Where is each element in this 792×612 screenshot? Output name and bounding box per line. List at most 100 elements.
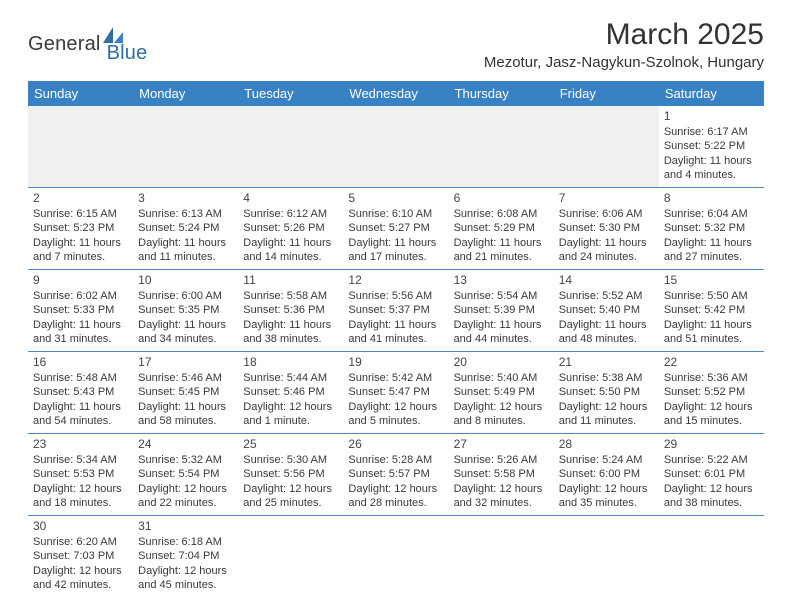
cell-daylight2: and 7 minutes. — [33, 250, 128, 264]
cell-daylight2: and 35 minutes. — [559, 496, 654, 510]
logo: General Blue — [28, 24, 147, 65]
cell-sunrise: Sunrise: 5:52 AM — [559, 289, 654, 303]
cell-daylight1: Daylight: 12 hours — [454, 400, 549, 414]
day-number: 31 — [138, 519, 233, 534]
cell-sunset: Sunset: 5:36 PM — [243, 303, 338, 317]
calendar-cell: 28Sunrise: 5:24 AMSunset: 6:00 PMDayligh… — [554, 434, 659, 516]
calendar-cell: 3Sunrise: 6:13 AMSunset: 5:24 PMDaylight… — [133, 188, 238, 270]
day-number: 26 — [348, 437, 443, 452]
cell-daylight2: and 31 minutes. — [33, 332, 128, 346]
cell-sunrise: Sunrise: 5:50 AM — [664, 289, 759, 303]
cell-sunset: Sunset: 5:35 PM — [138, 303, 233, 317]
day-number: 21 — [559, 355, 654, 370]
day-number: 9 — [33, 273, 128, 288]
calendar-cell — [449, 106, 554, 188]
cell-sunrise: Sunrise: 6:04 AM — [664, 207, 759, 221]
cell-daylight2: and 42 minutes. — [33, 578, 128, 592]
calendar-cell: 29Sunrise: 5:22 AMSunset: 6:01 PMDayligh… — [659, 434, 764, 516]
calendar-body: 1Sunrise: 6:17 AMSunset: 5:22 PMDaylight… — [28, 106, 764, 597]
weekday-header: Saturday — [659, 81, 764, 106]
logo-text-blue: Blue — [107, 42, 148, 65]
cell-sunrise: Sunrise: 5:48 AM — [33, 371, 128, 385]
cell-sunrise: Sunrise: 5:24 AM — [559, 453, 654, 467]
cell-daylight2: and 14 minutes. — [243, 250, 338, 264]
cell-daylight2: and 4 minutes. — [664, 168, 759, 182]
calendar-cell — [343, 516, 448, 598]
cell-daylight2: and 21 minutes. — [454, 250, 549, 264]
cell-daylight1: Daylight: 11 hours — [243, 236, 338, 250]
cell-daylight1: Daylight: 11 hours — [348, 236, 443, 250]
calendar-header-row: SundayMondayTuesdayWednesdayThursdayFrid… — [28, 81, 764, 106]
cell-sunrise: Sunrise: 5:30 AM — [243, 453, 338, 467]
weekday-header: Sunday — [28, 81, 133, 106]
cell-sunrise: Sunrise: 6:18 AM — [138, 535, 233, 549]
cell-sunset: Sunset: 7:03 PM — [33, 549, 128, 563]
weekday-header: Friday — [554, 81, 659, 106]
cell-sunset: Sunset: 7:04 PM — [138, 549, 233, 563]
cell-sunset: Sunset: 5:40 PM — [559, 303, 654, 317]
day-number: 13 — [454, 273, 549, 288]
cell-daylight2: and 22 minutes. — [138, 496, 233, 510]
cell-daylight1: Daylight: 11 hours — [138, 400, 233, 414]
calendar-cell: 7Sunrise: 6:06 AMSunset: 5:30 PMDaylight… — [554, 188, 659, 270]
cell-daylight1: Daylight: 11 hours — [664, 154, 759, 168]
cell-daylight2: and 27 minutes. — [664, 250, 759, 264]
cell-daylight1: Daylight: 11 hours — [559, 318, 654, 332]
cell-daylight2: and 54 minutes. — [33, 414, 128, 428]
calendar-cell: 12Sunrise: 5:56 AMSunset: 5:37 PMDayligh… — [343, 270, 448, 352]
header: General Blue March 2025 Mezotur, Jasz-Na… — [28, 18, 764, 77]
cell-daylight2: and 15 minutes. — [664, 414, 759, 428]
cell-sunset: Sunset: 5:47 PM — [348, 385, 443, 399]
calendar-cell — [343, 106, 448, 188]
calendar-cell — [238, 106, 343, 188]
cell-sunrise: Sunrise: 6:02 AM — [33, 289, 128, 303]
calendar-cell: 5Sunrise: 6:10 AMSunset: 5:27 PMDaylight… — [343, 188, 448, 270]
calendar-cell: 16Sunrise: 5:48 AMSunset: 5:43 PMDayligh… — [28, 352, 133, 434]
cell-sunrise: Sunrise: 5:42 AM — [348, 371, 443, 385]
cell-sunset: Sunset: 5:56 PM — [243, 467, 338, 481]
day-number: 11 — [243, 273, 338, 288]
cell-sunset: Sunset: 5:57 PM — [348, 467, 443, 481]
calendar-cell: 31Sunrise: 6:18 AMSunset: 7:04 PMDayligh… — [133, 516, 238, 598]
cell-sunrise: Sunrise: 6:10 AM — [348, 207, 443, 221]
day-number: 20 — [454, 355, 549, 370]
cell-daylight2: and 45 minutes. — [138, 578, 233, 592]
cell-daylight1: Daylight: 11 hours — [454, 236, 549, 250]
cell-sunset: Sunset: 5:58 PM — [454, 467, 549, 481]
calendar-cell: 1Sunrise: 6:17 AMSunset: 5:22 PMDaylight… — [659, 106, 764, 188]
calendar-table: SundayMondayTuesdayWednesdayThursdayFrid… — [28, 81, 764, 597]
cell-daylight1: Daylight: 11 hours — [348, 318, 443, 332]
cell-sunrise: Sunrise: 5:56 AM — [348, 289, 443, 303]
cell-sunrise: Sunrise: 6:20 AM — [33, 535, 128, 549]
calendar-cell: 22Sunrise: 5:36 AMSunset: 5:52 PMDayligh… — [659, 352, 764, 434]
cell-daylight2: and 44 minutes. — [454, 332, 549, 346]
page: General Blue March 2025 Mezotur, Jasz-Na… — [0, 0, 792, 607]
calendar-cell: 23Sunrise: 5:34 AMSunset: 5:53 PMDayligh… — [28, 434, 133, 516]
cell-sunset: Sunset: 5:39 PM — [454, 303, 549, 317]
cell-sunrise: Sunrise: 6:12 AM — [243, 207, 338, 221]
calendar-cell: 24Sunrise: 5:32 AMSunset: 5:54 PMDayligh… — [133, 434, 238, 516]
cell-sunset: Sunset: 5:30 PM — [559, 221, 654, 235]
cell-sunrise: Sunrise: 5:58 AM — [243, 289, 338, 303]
day-number: 15 — [664, 273, 759, 288]
calendar-cell: 30Sunrise: 6:20 AMSunset: 7:03 PMDayligh… — [28, 516, 133, 598]
calendar-cell: 8Sunrise: 6:04 AMSunset: 5:32 PMDaylight… — [659, 188, 764, 270]
day-number: 17 — [138, 355, 233, 370]
cell-daylight2: and 5 minutes. — [348, 414, 443, 428]
day-number: 18 — [243, 355, 338, 370]
calendar-cell: 21Sunrise: 5:38 AMSunset: 5:50 PMDayligh… — [554, 352, 659, 434]
cell-daylight2: and 28 minutes. — [348, 496, 443, 510]
cell-sunset: Sunset: 5:23 PM — [33, 221, 128, 235]
day-number: 3 — [138, 191, 233, 206]
calendar-cell: 2Sunrise: 6:15 AMSunset: 5:23 PMDaylight… — [28, 188, 133, 270]
cell-sunrise: Sunrise: 5:38 AM — [559, 371, 654, 385]
cell-daylight1: Daylight: 12 hours — [559, 482, 654, 496]
cell-sunset: Sunset: 5:24 PM — [138, 221, 233, 235]
calendar-cell — [238, 516, 343, 598]
calendar-cell: 17Sunrise: 5:46 AMSunset: 5:45 PMDayligh… — [133, 352, 238, 434]
cell-daylight2: and 48 minutes. — [559, 332, 654, 346]
cell-daylight1: Daylight: 12 hours — [243, 482, 338, 496]
day-number: 6 — [454, 191, 549, 206]
calendar-cell — [659, 516, 764, 598]
calendar-cell: 18Sunrise: 5:44 AMSunset: 5:46 PMDayligh… — [238, 352, 343, 434]
